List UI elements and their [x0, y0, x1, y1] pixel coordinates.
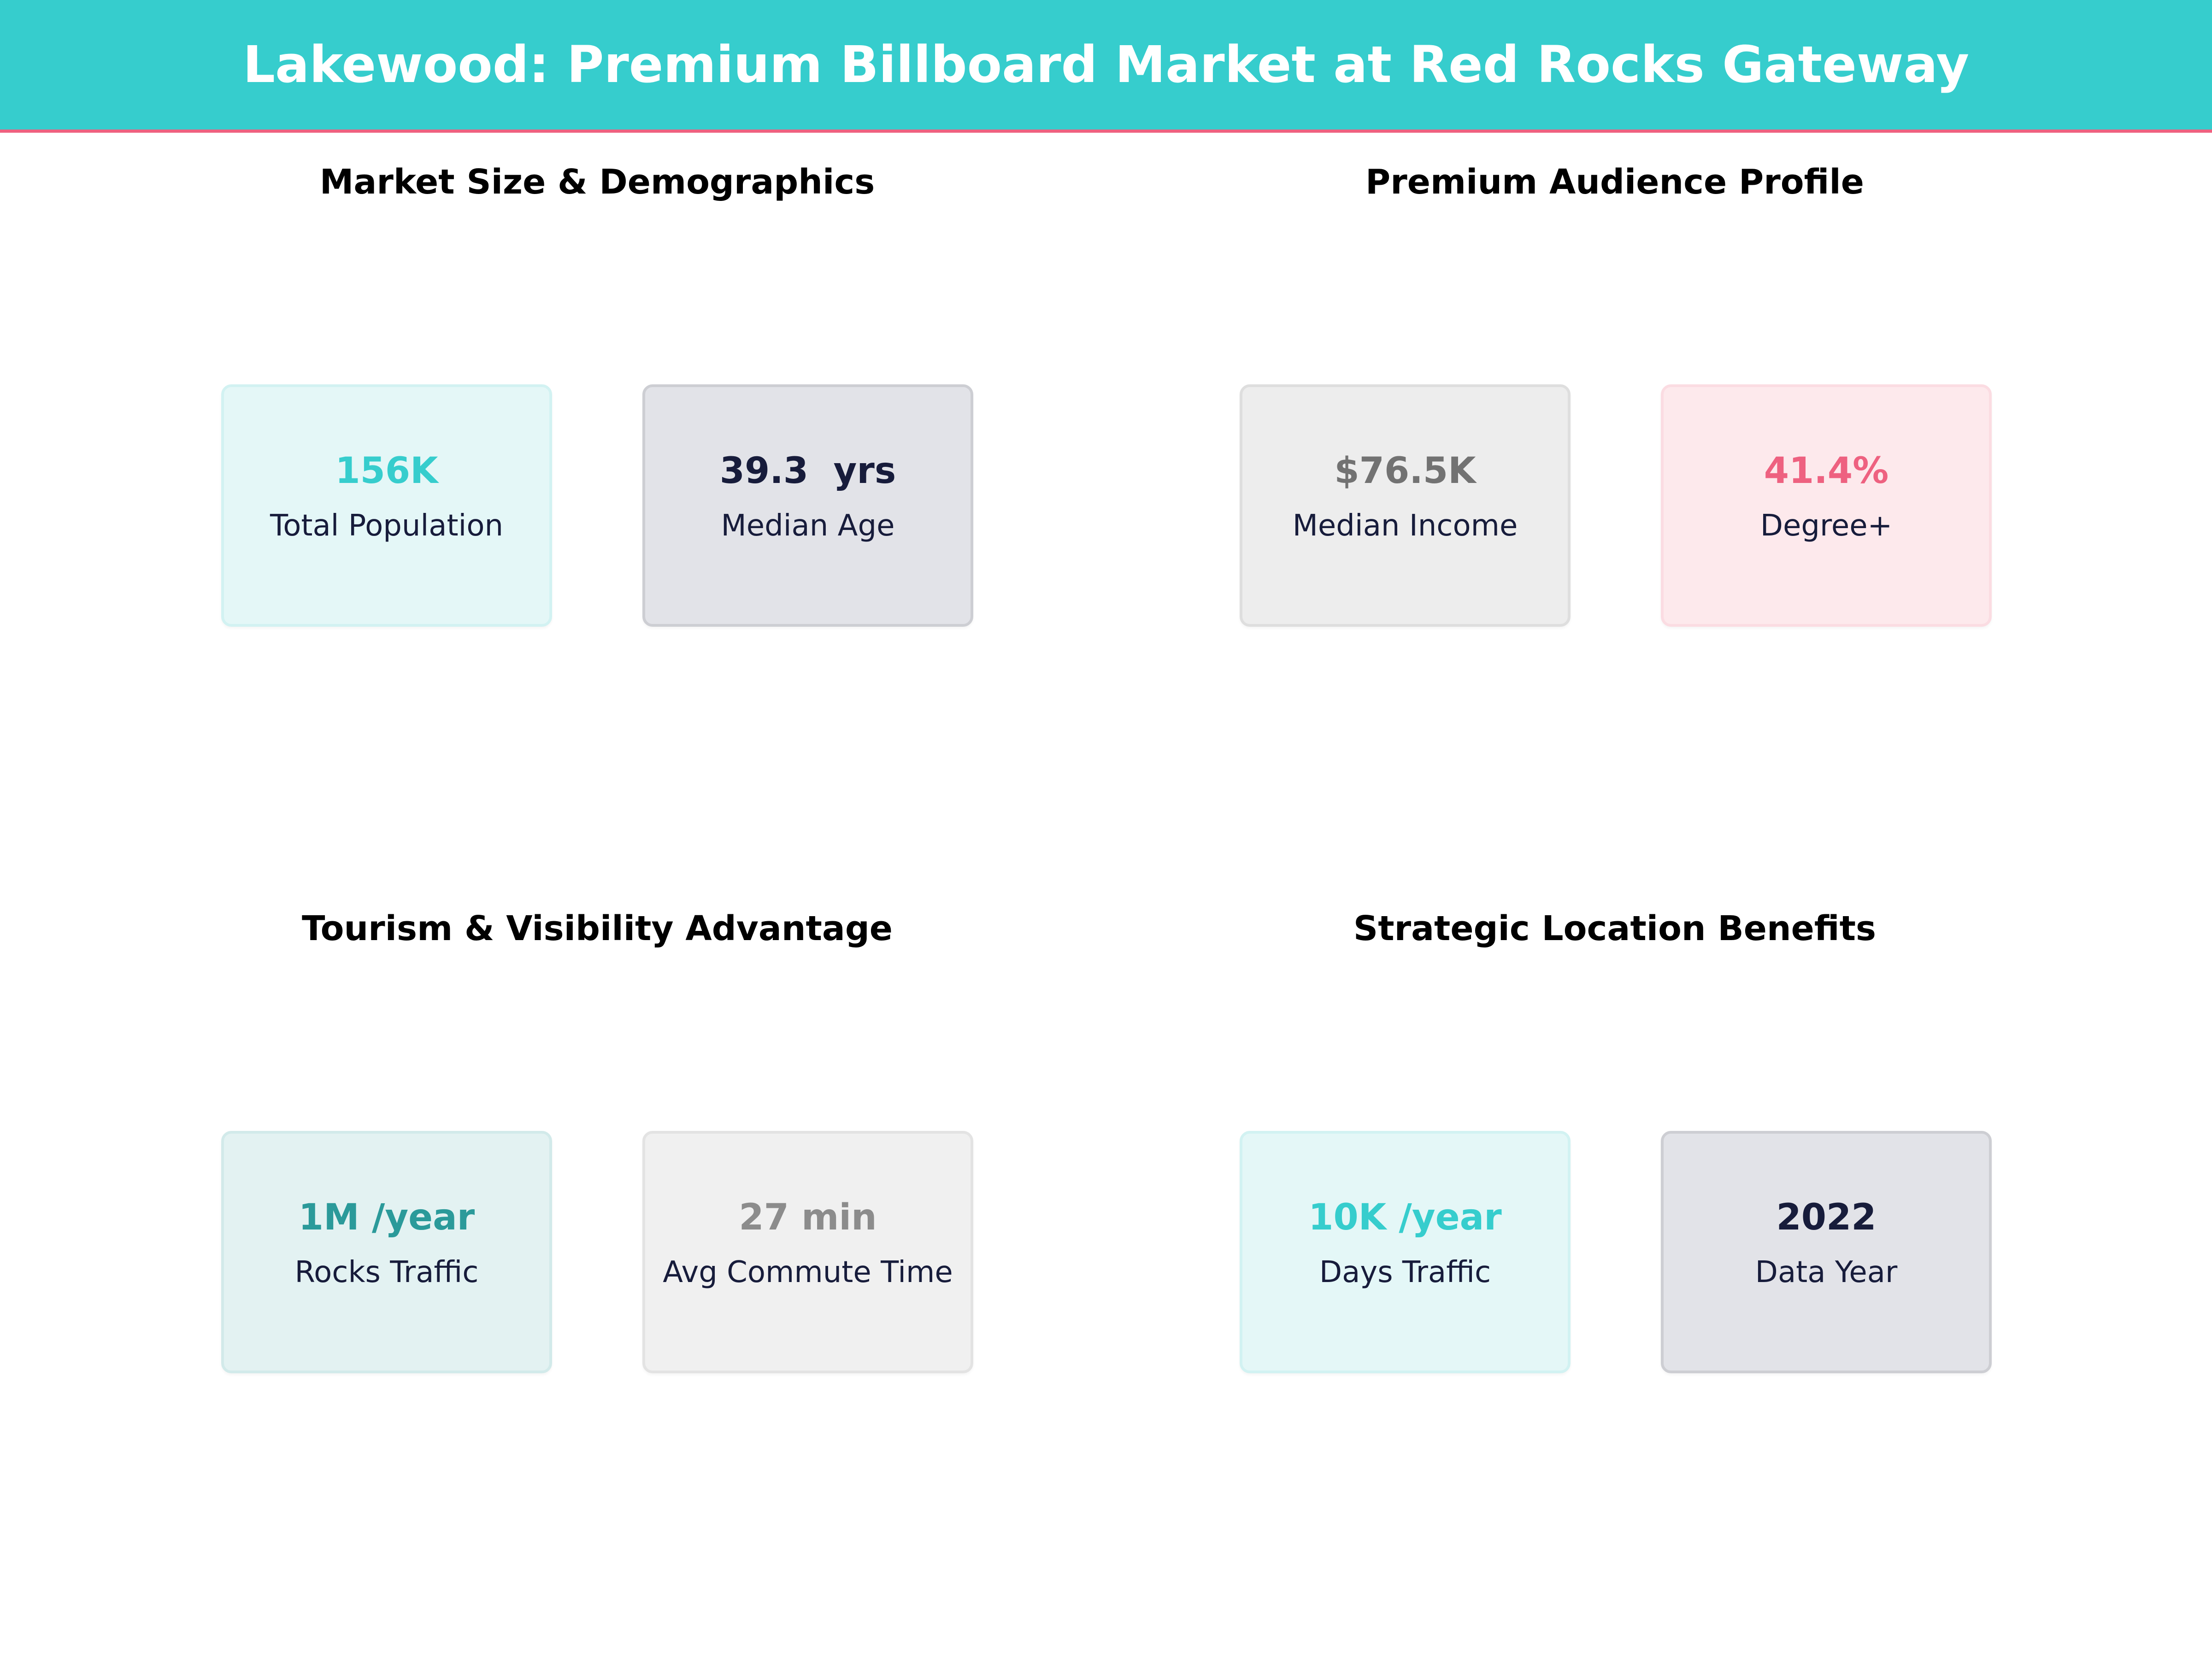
stat-value: 39.3 yrs — [719, 450, 896, 492]
stat-label: Data Year — [1755, 1255, 1898, 1289]
stat-label: Degree+ — [1760, 509, 1893, 543]
stat-value: 41.4% — [1764, 450, 1889, 492]
stat-value: $76.5K — [1334, 450, 1476, 492]
stat-value: 1M /year — [298, 1197, 475, 1238]
stat-label: Total Population — [270, 509, 504, 543]
stat-card-total-population: 156K Total Population — [221, 384, 552, 627]
section-title-strategic-location: Strategic Location Benefits — [1353, 909, 1877, 948]
page-title: Lakewood: Premium Billboard Market at Re… — [242, 35, 1970, 94]
section-title-market-size: Market Size & Demographics — [319, 162, 875, 202]
header-band: Lakewood: Premium Billboard Market at Re… — [0, 0, 2212, 133]
stat-card-data-year: 2022 Data Year — [1661, 1131, 1992, 1373]
stat-label: Days Traffic — [1319, 1255, 1491, 1289]
stat-label: Avg Commute Time — [663, 1255, 953, 1289]
section-title-tourism: Tourism & Visibility Advantage — [302, 909, 893, 948]
section-title-premium-audience: Premium Audience Profile — [1365, 162, 1864, 202]
stat-label: Rocks Traffic — [294, 1255, 479, 1289]
stat-card-median-income: $76.5K Median Income — [1240, 384, 1571, 627]
stat-value: 10K /year — [1308, 1197, 1502, 1238]
stat-label: Median Age — [721, 509, 895, 543]
stat-value: 2022 — [1776, 1197, 1877, 1238]
stat-value: 156K — [335, 450, 438, 492]
stat-card-median-age: 39.3 yrs Median Age — [642, 384, 973, 627]
stat-card-commute-time: 27 min Avg Commute Time — [642, 1131, 973, 1373]
stat-card-days-traffic: 10K /year Days Traffic — [1240, 1131, 1571, 1373]
stat-card-degree: 41.4% Degree+ — [1661, 384, 1992, 627]
stat-label: Median Income — [1292, 509, 1518, 543]
stat-value: 27 min — [739, 1197, 877, 1238]
stat-card-rocks-traffic: 1M /year Rocks Traffic — [221, 1131, 552, 1373]
